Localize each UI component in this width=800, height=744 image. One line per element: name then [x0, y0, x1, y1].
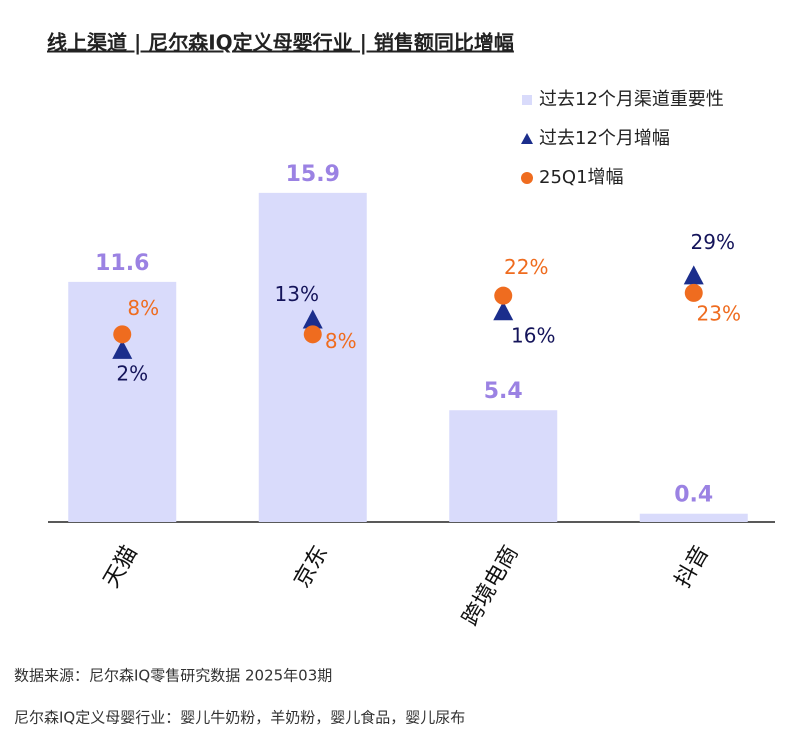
- marker-label: 23%: [697, 301, 741, 325]
- circle-marker: [113, 325, 132, 344]
- bar: [258, 192, 367, 522]
- bar: [449, 410, 558, 522]
- footnote: 数据来源：尼尔森IQ零售研究数据 2025年03期: [14, 667, 332, 685]
- x-tick-label: 天猫: [99, 542, 143, 593]
- bar: [639, 513, 748, 522]
- bar-label: 11.6: [95, 251, 149, 276]
- legend-swatch: [521, 133, 533, 144]
- bar-label: 5.4: [484, 379, 523, 404]
- x-tick-label: 抖音: [670, 542, 714, 593]
- marker-label: 16%: [511, 324, 555, 348]
- bar-label: 15.9: [286, 162, 340, 187]
- marker-label: 2%: [116, 361, 148, 385]
- triangle-marker: [112, 339, 133, 359]
- marker-label: 8%: [127, 296, 159, 320]
- x-tick-label: 京东: [289, 542, 333, 593]
- marker-label: 22%: [504, 255, 548, 279]
- legend-swatch: [521, 172, 533, 184]
- footnote: 尼尔森IQ定义母婴行业：婴儿牛奶粉，羊奶粉，婴儿食品，婴儿尿布: [14, 709, 465, 727]
- bar: [68, 281, 177, 522]
- legend-label: 过去12个月渠道重要性: [539, 89, 724, 110]
- circle-marker: [494, 286, 513, 305]
- bar-label: 0.4: [674, 483, 713, 508]
- legend-label: 过去12个月增幅: [539, 128, 670, 149]
- marker-label: 8%: [325, 329, 357, 353]
- triangle-marker: [683, 265, 704, 285]
- legend-label: 25Q1增幅: [539, 167, 624, 188]
- chart-title: 线上渠道 | 尼尔森IQ定义母婴行业 | 销售额同比增幅: [47, 31, 514, 55]
- marker-label: 13%: [275, 282, 319, 306]
- triangle-marker: [493, 301, 514, 321]
- legend-swatch: [522, 95, 532, 105]
- circle-marker: [303, 325, 322, 344]
- triangle-marker: [302, 309, 323, 329]
- marker-label: 29%: [691, 230, 735, 254]
- circle-marker: [684, 283, 703, 302]
- x-tick-label: 跨境电商: [458, 542, 524, 631]
